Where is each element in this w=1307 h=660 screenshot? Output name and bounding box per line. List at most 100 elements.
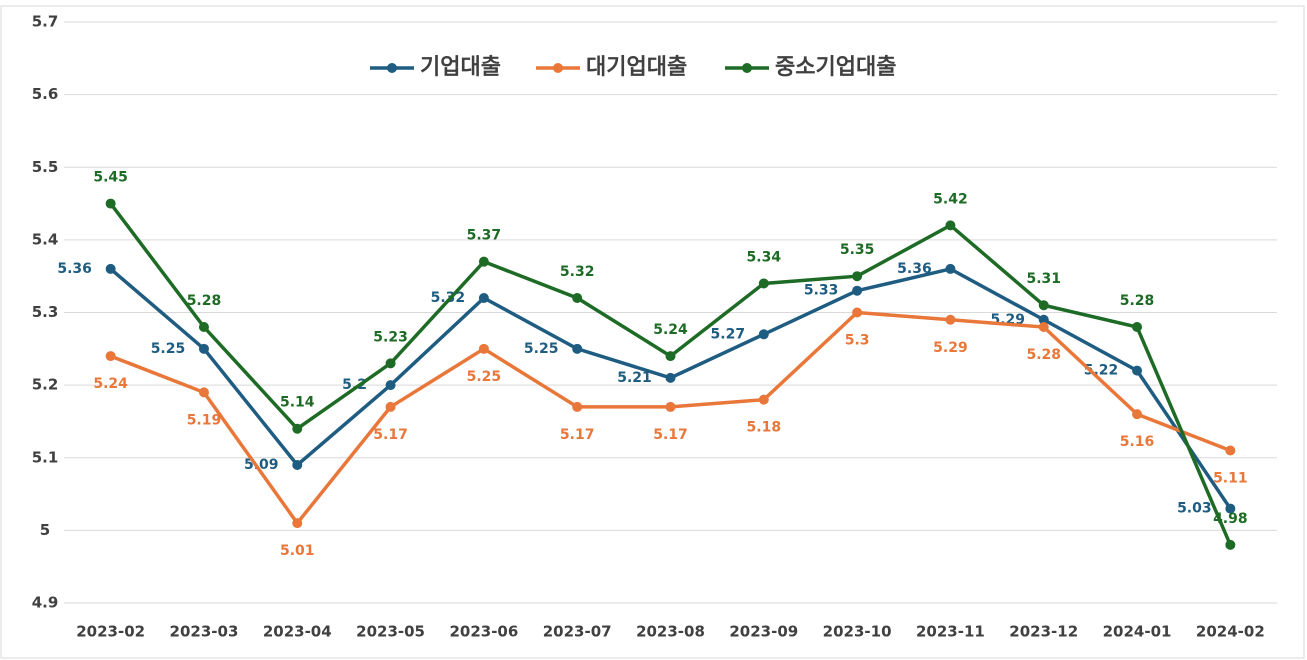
x-tick-label: 2023-03 bbox=[170, 623, 239, 641]
point bbox=[1225, 503, 1236, 514]
point bbox=[105, 351, 116, 362]
point bbox=[1132, 322, 1143, 333]
x-tick-label: 2024-01 bbox=[1103, 623, 1172, 641]
point bbox=[478, 292, 489, 303]
data-label: 5.24 bbox=[93, 376, 128, 392]
data-label: 5.36 bbox=[57, 261, 92, 277]
data-label: 5.36 bbox=[897, 261, 932, 277]
point bbox=[198, 322, 209, 333]
y-tick-label: 5.3 bbox=[32, 303, 59, 321]
x-tick-label: 2023-11 bbox=[916, 623, 985, 641]
data-label: 5.24 bbox=[653, 322, 688, 338]
point bbox=[945, 263, 956, 274]
x-tick-label: 2024-02 bbox=[1196, 623, 1265, 641]
data-label: 5.18 bbox=[747, 420, 782, 436]
data-label: 5.32 bbox=[560, 264, 595, 280]
data-label: 5.27 bbox=[711, 326, 746, 342]
y-tick-label: 5.6 bbox=[32, 85, 59, 103]
point bbox=[1132, 365, 1143, 376]
data-label: 5.32 bbox=[431, 290, 466, 306]
point bbox=[478, 343, 489, 354]
point bbox=[385, 358, 396, 369]
legend-label: 기업대출 bbox=[420, 55, 501, 80]
y-tick-label: 4.9 bbox=[32, 594, 59, 612]
point bbox=[852, 307, 863, 318]
point bbox=[1038, 314, 1049, 325]
x-tick-label: 2023-07 bbox=[543, 623, 612, 641]
data-label: 5.2 bbox=[342, 377, 367, 393]
point bbox=[572, 343, 583, 354]
data-label: 5.03 bbox=[1177, 501, 1212, 517]
point bbox=[292, 460, 303, 471]
point bbox=[852, 271, 863, 282]
point bbox=[198, 387, 209, 398]
data-label: 5.33 bbox=[804, 283, 839, 299]
chart-frame bbox=[0, 5, 1305, 659]
point bbox=[945, 314, 956, 325]
data-label: 5.28 bbox=[187, 293, 222, 309]
x-tick-label: 2023-06 bbox=[449, 623, 518, 641]
point bbox=[1132, 409, 1143, 420]
point bbox=[758, 394, 769, 405]
x-tick-label: 2023-05 bbox=[356, 623, 425, 641]
x-tick-label: 2023-04 bbox=[263, 623, 332, 641]
point bbox=[758, 329, 769, 340]
point bbox=[665, 401, 676, 412]
point bbox=[1038, 300, 1049, 311]
point bbox=[1225, 445, 1236, 456]
point bbox=[1038, 322, 1049, 333]
y-tick-label: 5.4 bbox=[32, 230, 59, 248]
data-label: 5.14 bbox=[280, 395, 315, 411]
point bbox=[1225, 539, 1236, 550]
data-label: 5.31 bbox=[1026, 271, 1061, 287]
legend-label: 중소기업대출 bbox=[775, 55, 896, 80]
data-label: 5.17 bbox=[560, 427, 595, 443]
point bbox=[665, 372, 676, 383]
data-label: 5.17 bbox=[373, 427, 408, 443]
y-tick-label: 5 bbox=[40, 521, 50, 539]
data-label: 5.01 bbox=[280, 543, 315, 559]
data-label: 5.23 bbox=[373, 329, 408, 345]
point bbox=[665, 351, 676, 362]
x-tick-label: 2023-02 bbox=[76, 623, 145, 641]
x-tick-label: 2023-09 bbox=[729, 623, 798, 641]
y-tick-label: 5.5 bbox=[32, 158, 59, 176]
x-tick-label: 2023-12 bbox=[1009, 623, 1078, 641]
point bbox=[105, 198, 116, 209]
data-label: 5.16 bbox=[1120, 434, 1155, 450]
point bbox=[852, 285, 863, 296]
point bbox=[572, 401, 583, 412]
y-tick-label: 5.1 bbox=[32, 448, 59, 466]
data-label: 5.45 bbox=[93, 170, 128, 186]
legend-marker bbox=[387, 63, 397, 73]
point bbox=[292, 518, 303, 529]
data-label: 5.21 bbox=[617, 370, 652, 386]
x-tick-label: 2023-10 bbox=[823, 623, 892, 641]
point bbox=[198, 343, 209, 354]
legend-label: 대기업대출 bbox=[586, 55, 687, 80]
data-label: 5.42 bbox=[933, 191, 968, 207]
x-tick-label: 2023-08 bbox=[636, 623, 705, 641]
point bbox=[105, 263, 116, 274]
data-label: 5.34 bbox=[747, 249, 782, 265]
data-label: 5.25 bbox=[524, 341, 559, 357]
data-label: 5.25 bbox=[467, 369, 502, 385]
data-label: 5.29 bbox=[933, 340, 968, 356]
point bbox=[478, 256, 489, 267]
data-label: 5.3 bbox=[845, 333, 870, 349]
data-label: 5.37 bbox=[467, 228, 502, 244]
legend-marker bbox=[742, 63, 752, 73]
y-tick-label: 5.7 bbox=[32, 13, 59, 31]
data-label: 5.25 bbox=[151, 341, 186, 357]
data-label: 5.28 bbox=[1120, 293, 1155, 309]
legend-marker bbox=[553, 63, 563, 73]
data-label: 5.19 bbox=[187, 412, 222, 428]
data-label: 5.28 bbox=[1026, 347, 1061, 363]
data-label: 4.98 bbox=[1213, 511, 1248, 527]
point bbox=[292, 423, 303, 434]
data-label: 5.11 bbox=[1213, 470, 1248, 486]
point bbox=[758, 278, 769, 289]
point bbox=[385, 380, 396, 391]
y-tick-label: 5.2 bbox=[32, 376, 59, 394]
